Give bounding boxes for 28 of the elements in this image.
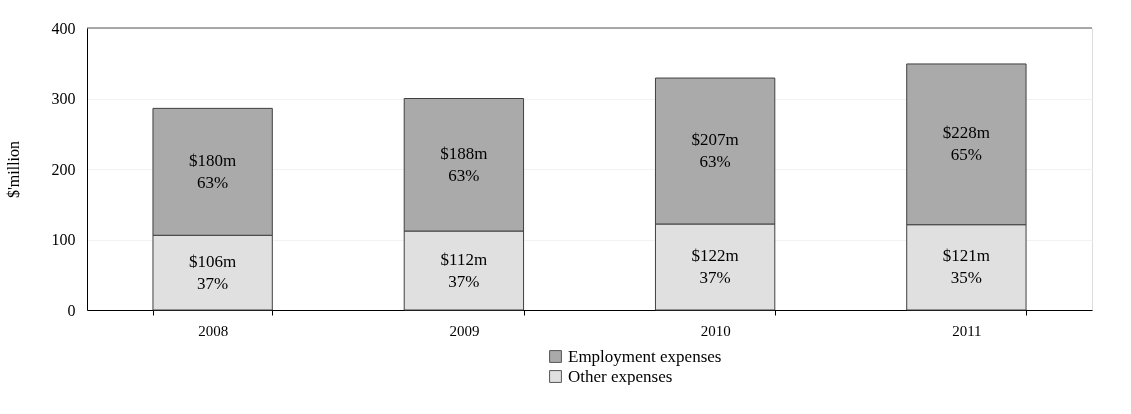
annotation: 63% (448, 165, 480, 185)
data-label: $228m (942, 123, 990, 143)
annotation: 37% (448, 271, 480, 291)
annotation: 37% (699, 267, 731, 287)
y-tick-label: 300 (51, 90, 76, 107)
y-tick-label: 200 (51, 160, 76, 178)
y-tick-label: 100 (51, 231, 76, 248)
legend-label: Employment expenses (568, 346, 722, 366)
x-tick-label: 2010 (700, 322, 731, 339)
annotation: 63% (197, 172, 229, 192)
data-label: $121m (942, 246, 990, 266)
data-label: $207m (691, 130, 739, 150)
data-label: $188m (440, 143, 488, 163)
data-label: $112m (440, 249, 488, 269)
annotation: 35% (950, 268, 982, 288)
annotation: 65% (950, 145, 982, 165)
annotation: 37% (197, 273, 229, 293)
legend-label: Other expenses (568, 366, 673, 386)
x-tick-label: 2009 (449, 322, 480, 339)
x-tick-label: 2011 (952, 322, 982, 339)
data-label: $106m (189, 251, 237, 271)
x-tick-label: 2008 (198, 322, 229, 339)
y-tick-label: 400 (51, 19, 76, 37)
y-tick-label: 0 (67, 301, 76, 319)
data-label: $122m (691, 245, 739, 265)
y-axis-title: $'million (4, 140, 22, 199)
data-label: $180m (189, 150, 237, 170)
annotation: 63% (699, 152, 731, 172)
